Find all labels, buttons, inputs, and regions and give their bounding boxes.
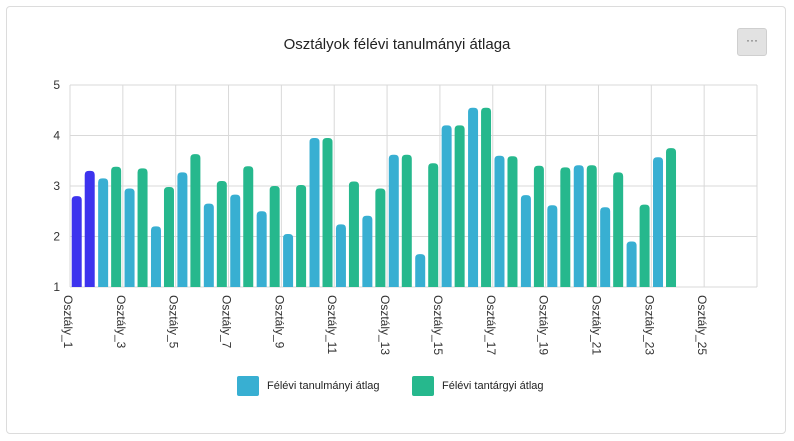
bar-series-2 bbox=[348, 181, 359, 287]
x-tick-label: Osztály_17 bbox=[484, 295, 498, 355]
chart-title: Osztályok félévi tanulmányi átlaga bbox=[283, 36, 511, 53]
y-tick-label: 2 bbox=[53, 230, 60, 244]
bar-series-1 bbox=[124, 188, 135, 287]
bar-series-1 bbox=[441, 125, 452, 288]
bar-series-1 bbox=[494, 155, 505, 287]
bar-series-1 bbox=[283, 233, 294, 287]
bar-series-2 bbox=[481, 107, 492, 287]
y-tick-label: 5 bbox=[53, 78, 60, 92]
bar-series-2 bbox=[111, 166, 122, 287]
x-tick-label: Osztály_5 bbox=[167, 295, 181, 349]
x-tick-label: Osztály_23 bbox=[642, 295, 656, 355]
bar-series-2 bbox=[454, 125, 465, 288]
bar-series-1 bbox=[150, 226, 161, 287]
legend-label-series-1: Félévi tanulmányi átlag bbox=[267, 380, 380, 392]
bar-series-1 bbox=[71, 196, 82, 287]
legend-item-series-1[interactable]: Félévi tanulmányi átlag bbox=[237, 376, 380, 396]
x-tick-label: Osztály_15 bbox=[431, 295, 445, 355]
x-tick-label: Osztály_9 bbox=[272, 295, 286, 349]
x-tick-label: Osztály_11 bbox=[325, 295, 339, 354]
bar-series-1 bbox=[388, 154, 399, 287]
bar-series-1 bbox=[230, 194, 241, 287]
bar-series-1 bbox=[415, 254, 426, 287]
bar-series-2 bbox=[586, 165, 597, 287]
bar-series-2 bbox=[163, 187, 174, 287]
bar-series-1 bbox=[177, 172, 188, 287]
bar-series-2 bbox=[243, 166, 254, 287]
bar-series-2 bbox=[322, 138, 333, 287]
bar-series-2 bbox=[507, 156, 518, 287]
legend-swatch-series-1 bbox=[237, 376, 259, 396]
bar-series-1 bbox=[653, 157, 664, 287]
bar-series-2 bbox=[269, 186, 280, 287]
x-tick-label: Osztály_7 bbox=[220, 295, 234, 349]
bar-series-2 bbox=[296, 184, 307, 287]
x-tick-label: Osztály_13 bbox=[378, 295, 392, 355]
y-tick-label: 4 bbox=[53, 129, 60, 143]
bar-series-2 bbox=[560, 167, 571, 287]
bar-series-1 bbox=[309, 138, 320, 287]
y-tick-label: 3 bbox=[53, 179, 60, 193]
bar-series-1 bbox=[626, 241, 637, 287]
chart-menu-button[interactable]: ··· bbox=[737, 28, 767, 56]
bar-series-2 bbox=[533, 165, 544, 287]
bar-series-2 bbox=[84, 170, 95, 287]
bar-series-1 bbox=[520, 195, 531, 287]
bar-series-2 bbox=[375, 188, 386, 287]
bar-series-2 bbox=[401, 154, 412, 287]
legend-swatch-series-2 bbox=[412, 376, 434, 396]
legend-item-series-2[interactable]: Félévi tantárgyi átlag bbox=[412, 376, 544, 396]
bar-series-2 bbox=[216, 180, 227, 287]
bar-series-2 bbox=[190, 154, 201, 287]
legend-label-series-2: Félévi tantárgyi átlag bbox=[442, 380, 544, 392]
x-tick-label: Osztály_21 bbox=[589, 295, 603, 355]
bar-series-1 bbox=[98, 178, 109, 287]
bar-series-1 bbox=[468, 107, 479, 287]
x-tick-label: Osztály_1 bbox=[61, 295, 75, 349]
y-tick-label: 1 bbox=[53, 280, 60, 294]
bar-series-1 bbox=[256, 211, 267, 287]
legend: Félévi tanulmányi átlag Félévi tantárgyi… bbox=[0, 376, 794, 396]
bar-series-1 bbox=[600, 207, 611, 287]
bar-series-2 bbox=[666, 148, 677, 287]
x-tick-label: Osztály_3 bbox=[114, 295, 128, 349]
x-tick-label: Osztály_19 bbox=[537, 295, 551, 355]
bar-series-2 bbox=[428, 163, 439, 287]
bar-series-1 bbox=[362, 215, 373, 287]
bar-series-1 bbox=[547, 205, 558, 287]
x-tick-label: Osztály_25 bbox=[695, 295, 709, 355]
bar-series-1 bbox=[573, 165, 584, 287]
bar-series-2 bbox=[639, 204, 650, 287]
bar-series-2 bbox=[137, 168, 148, 287]
bar-series-1 bbox=[335, 224, 346, 287]
bar-series-2 bbox=[613, 172, 624, 287]
bar-series-1 bbox=[203, 203, 214, 287]
